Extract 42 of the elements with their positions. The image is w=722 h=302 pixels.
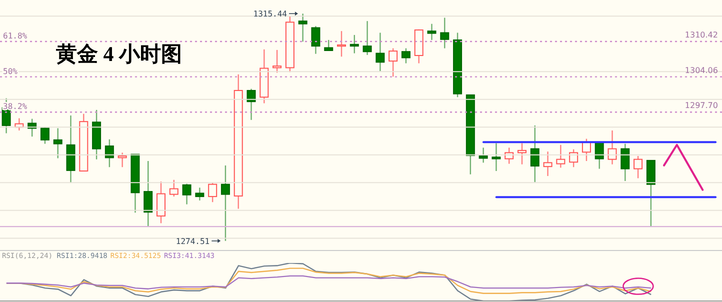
candlestick — [376, 32, 385, 72]
candlestick — [104, 138, 114, 168]
candlestick — [427, 23, 436, 41]
candlestick — [144, 160, 153, 228]
candlestick — [53, 128, 62, 159]
candlestick — [182, 183, 192, 205]
ref-line-label: 1304.06 — [684, 66, 718, 75]
candlestick — [40, 127, 50, 144]
ref-line-label: 1310.42 — [684, 30, 718, 40]
candlestick — [440, 17, 450, 49]
candlestick — [569, 148, 578, 168]
candlestick — [608, 130, 617, 165]
text: 黄金 4 小时图 — [56, 41, 182, 68]
candlestick — [478, 147, 488, 164]
candlestick — [337, 30, 346, 58]
annotation: 1315.44 — [253, 10, 288, 19]
candlestick — [156, 180, 166, 224]
candlestick — [556, 144, 566, 168]
candlestick — [246, 88, 256, 121]
annotation: 50% — [3, 66, 18, 76]
candlestick — [646, 160, 656, 228]
candlestick — [388, 48, 398, 78]
candlestick — [634, 155, 643, 179]
candlestick — [272, 49, 282, 74]
annotation: 1274.51 — [176, 236, 210, 246]
ref-line-label: 1297.70 — [684, 101, 718, 110]
candlestick — [401, 48, 410, 64]
candlestick — [169, 179, 178, 198]
candlestick — [208, 182, 218, 203]
candlestick — [492, 142, 501, 172]
candlestick — [620, 143, 630, 182]
annotation: 61.8% — [3, 32, 28, 41]
candlestick — [350, 34, 359, 54]
candlestick — [195, 187, 204, 202]
candlestick — [311, 25, 320, 54]
candlestick — [324, 39, 334, 52]
candlestick — [518, 142, 527, 165]
candlestick — [118, 152, 127, 168]
candlestick — [543, 150, 552, 177]
candlestick — [362, 20, 372, 56]
candlestick — [530, 124, 540, 183]
candlestick — [504, 147, 514, 164]
